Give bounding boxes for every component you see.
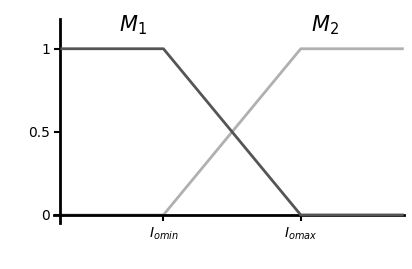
Text: $M_2$: $M_2$ <box>311 13 339 37</box>
Text: $M_1$: $M_1$ <box>119 13 147 37</box>
